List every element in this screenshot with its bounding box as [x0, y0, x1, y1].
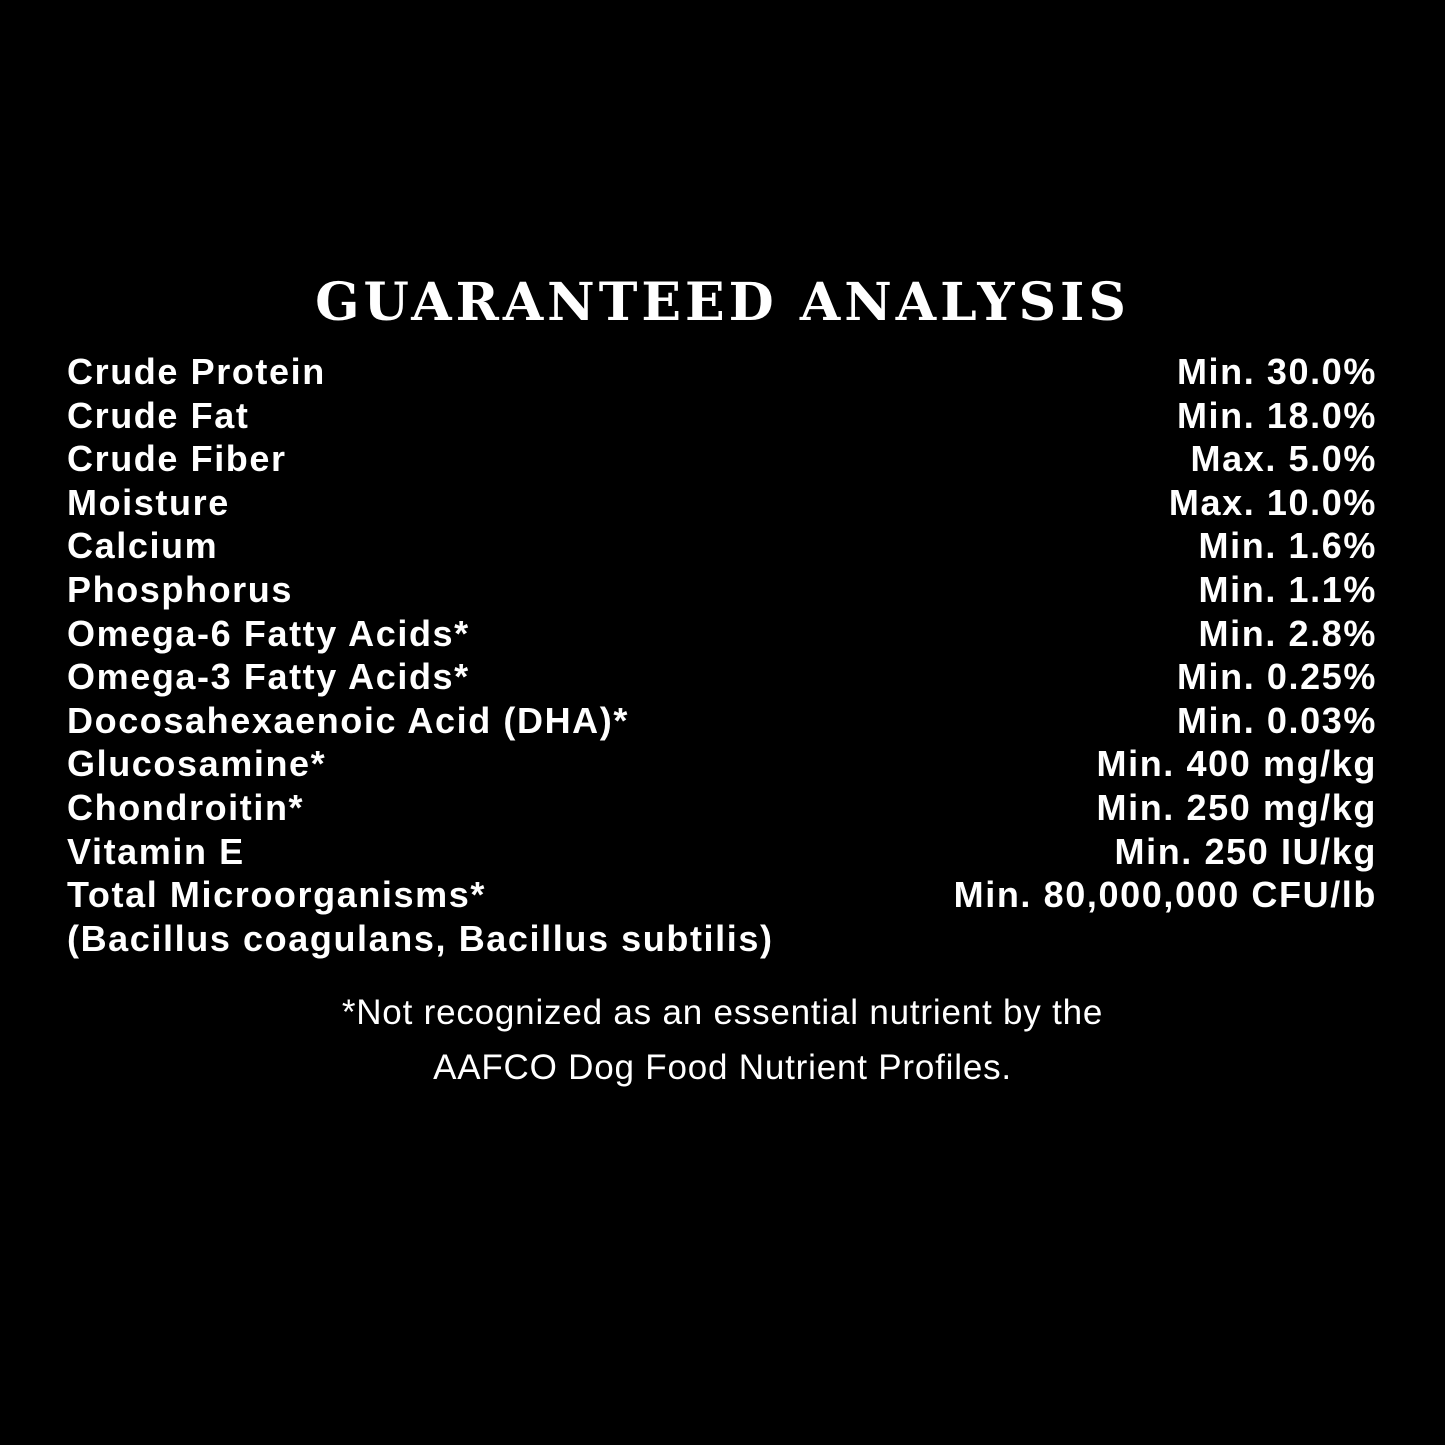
analysis-row: (Bacillus coagulans, Bacillus subtilis)	[67, 917, 1377, 961]
nutrient-value: Min. 250 mg/kg	[1096, 786, 1377, 828]
analysis-row: Crude Protein Min. 30.0%	[67, 350, 1377, 394]
analysis-row: Moisture Max. 10.0%	[67, 481, 1377, 525]
nutrient-label: Crude Fat	[67, 394, 250, 436]
analysis-row: Vitamin E Min. 250 IU/kg	[67, 830, 1377, 874]
nutrient-label: (Bacillus coagulans, Bacillus subtilis)	[67, 917, 774, 959]
nutrient-value: Min. 30.0%	[1176, 351, 1377, 392]
nutrient-label: Omega-6 Fatty Acids*	[67, 612, 470, 654]
analysis-row: Crude Fat Min. 18.0%	[67, 394, 1377, 438]
analysis-row: Total Microorganisms* Min. 80,000,000 CFU…	[67, 873, 1377, 917]
nutrient-label: Glucosamine*	[67, 743, 327, 785]
nutrient-label: Chondroitin*	[67, 786, 305, 828]
analysis-row: Crude Fiber Max. 5.0%	[67, 437, 1377, 481]
nutrient-value: Min. 1.6%	[1198, 525, 1377, 567]
nutrient-label: Omega-3 Fatty Acids*	[67, 656, 470, 698]
footnote-line: AAFCO Dog Food Nutrient Profiles.	[433, 1048, 1012, 1087]
nutrient-value: Min. 250 IU/kg	[1114, 830, 1377, 872]
nutrient-label: Docosahexaenoic Acid (DHA)*	[67, 699, 629, 741]
analysis-table: Crude Protein Min. 30.0% Crude Fat Min. 18.…	[67, 350, 1377, 960]
analysis-row: Omega-3 Fatty Acids* Min. 0.25%	[67, 655, 1377, 699]
nutrient-label: Phosphorus	[67, 568, 294, 610]
analysis-row: Docosahexaenoic Acid (DHA)* Min. 0.03%	[67, 699, 1377, 743]
footnote: *Not recognized as an essential nutrient…	[0, 985, 1445, 1095]
nutrient-value: Max. 5.0%	[1190, 438, 1377, 480]
nutrient-value: Min. 1.1%	[1198, 568, 1377, 610]
analysis-row: Omega-6 Fatty Acids* Min. 2.8%	[67, 612, 1377, 656]
analysis-row: Calcium Min. 1.6%	[67, 524, 1377, 568]
nutrient-label: Total Microorganisms*	[67, 874, 487, 916]
nutrient-value: Min. 0.25%	[1176, 656, 1377, 698]
nutrient-label: Crude Fiber	[67, 438, 287, 480]
nutrient-label: Crude Protein	[67, 351, 326, 392]
analysis-row: Glucosamine* Min. 400 mg/kg	[67, 742, 1377, 786]
analysis-row: Chondroitin* Min. 250 mg/kg	[67, 786, 1377, 830]
nutrient-value: Min. 0.03%	[1176, 699, 1377, 741]
nutrient-value: Min. 400 mg/kg	[1096, 743, 1377, 785]
analysis-row: Phosphorus Min. 1.1%	[67, 568, 1377, 612]
nutrient-value: Min. 2.8%	[1198, 612, 1377, 654]
nutrient-value: Min. 18.0%	[1176, 394, 1377, 436]
footnote-line: *Not recognized as an essential nutrient…	[341, 993, 1104, 1032]
nutrient-value: Max. 10.0%	[1168, 481, 1377, 523]
nutrient-label: Calcium	[67, 525, 219, 567]
page-title: GUARANTEED ANALYSIS	[315, 272, 1130, 333]
nutrient-label: Vitamin E	[67, 830, 245, 872]
nutrient-value: Min. 80,000,000 CFU/lb	[953, 874, 1377, 916]
nutrient-label: Moisture	[67, 481, 230, 523]
